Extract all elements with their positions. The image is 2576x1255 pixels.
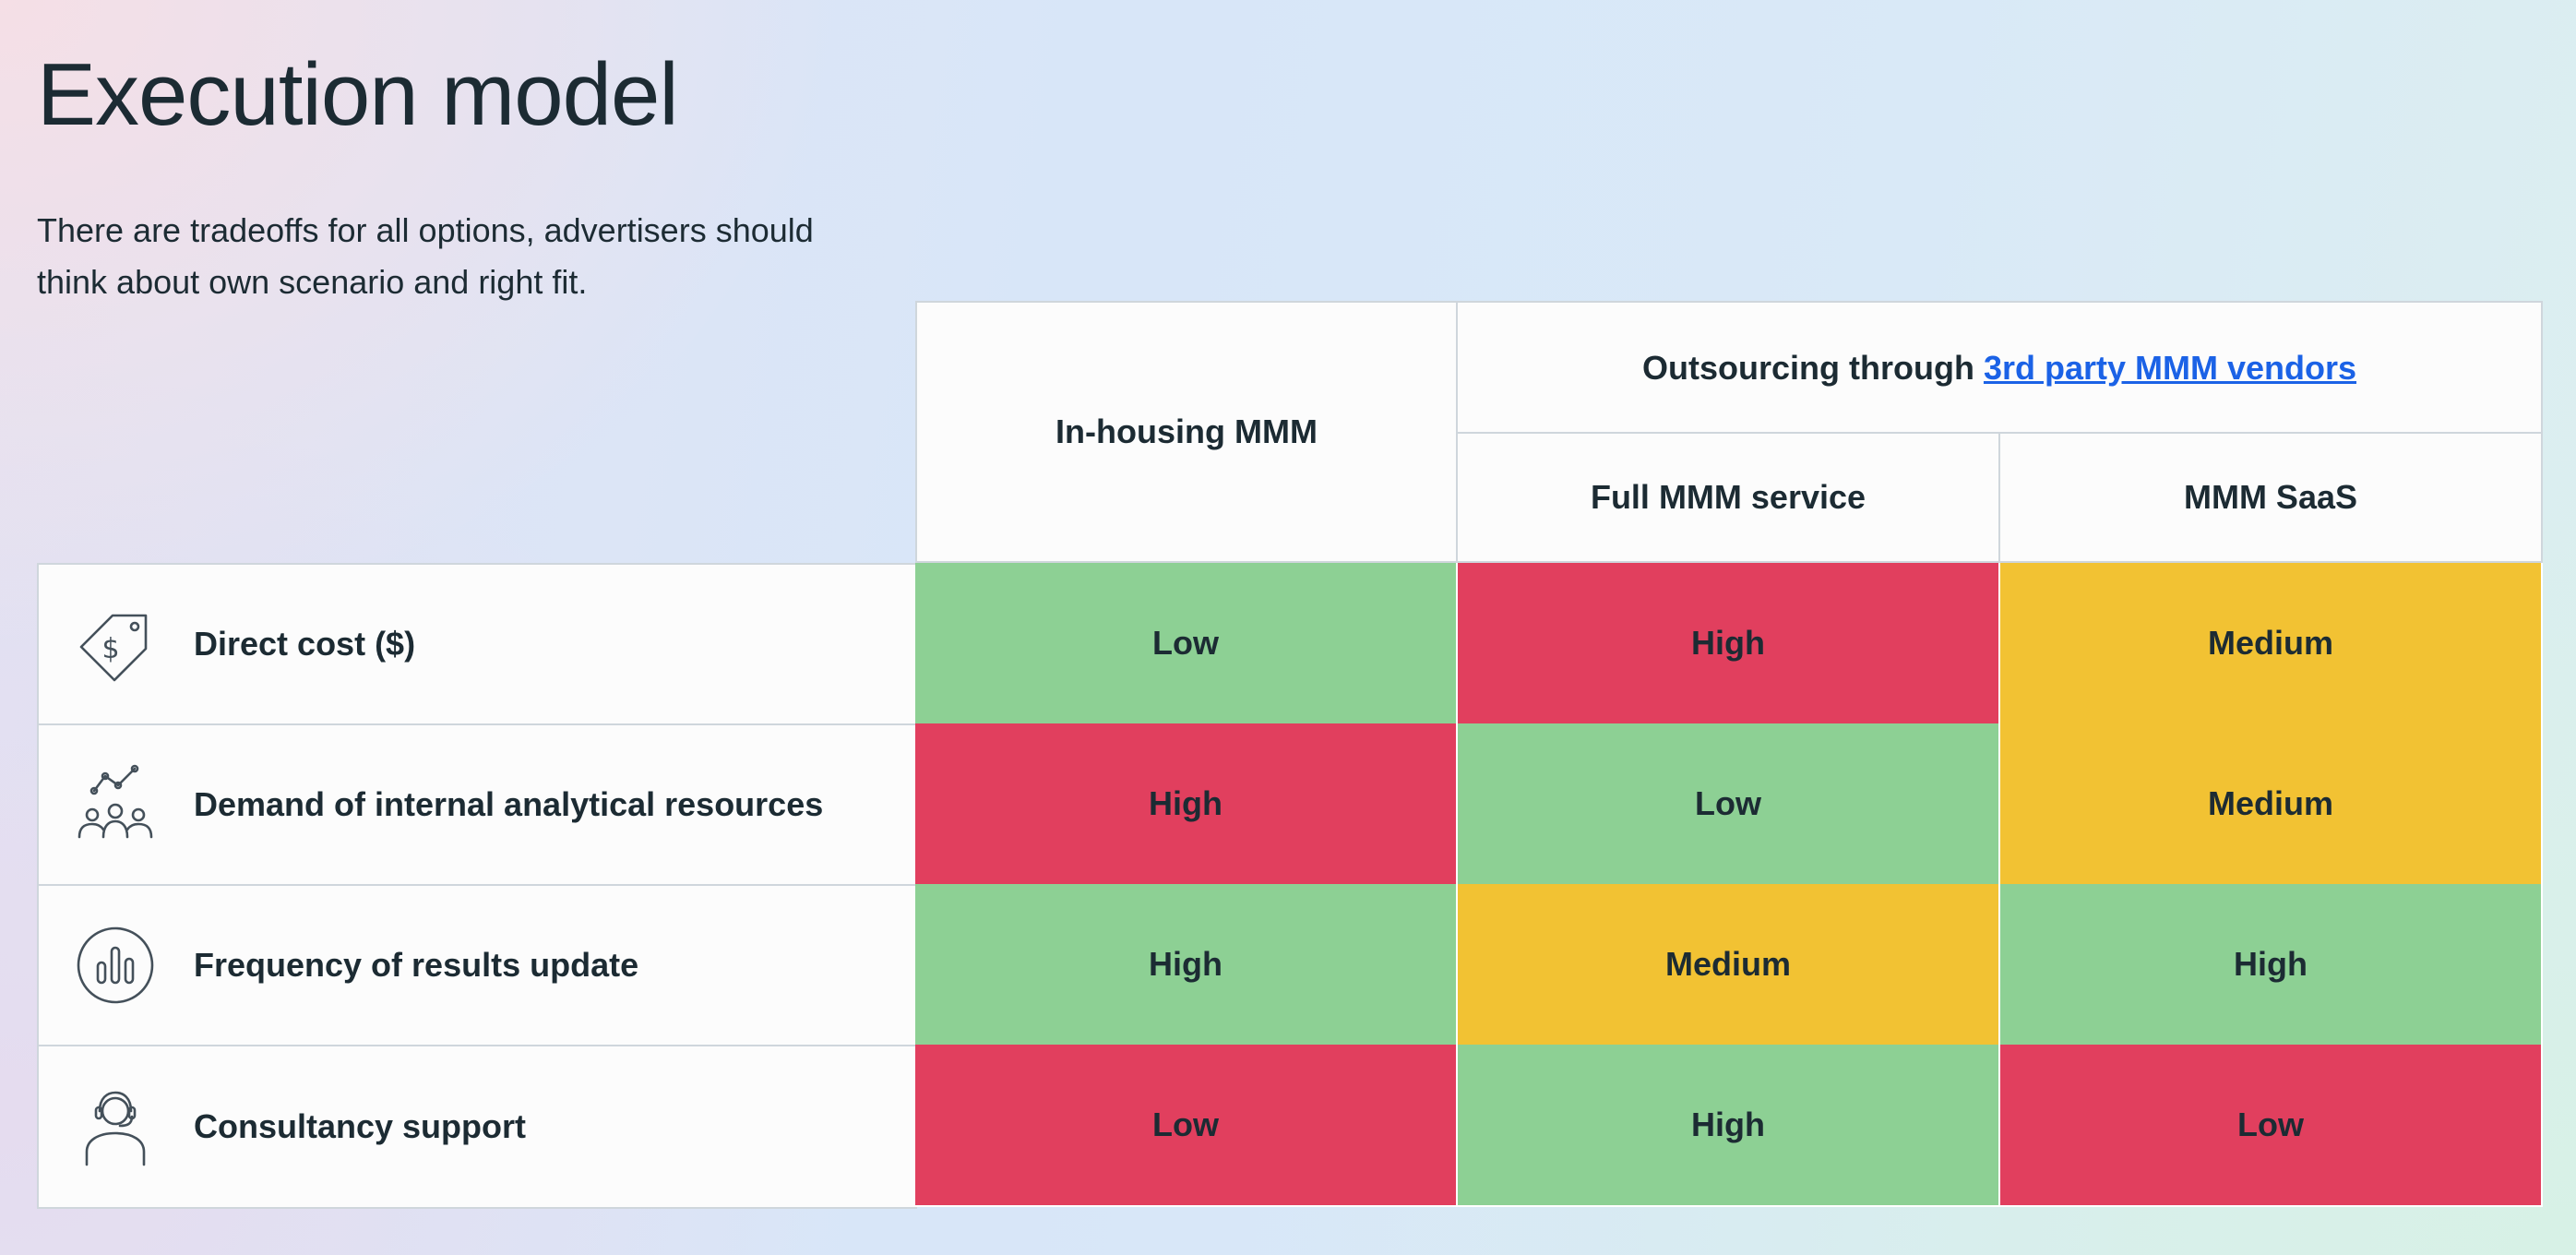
table-row-label: Demand of internal analytical resources bbox=[37, 723, 917, 886]
cell-row2-inhousing: High bbox=[915, 723, 1458, 886]
team-analytics-icon bbox=[78, 764, 153, 839]
table-row-label: Frequency of results update bbox=[37, 884, 917, 1046]
cell-value: High bbox=[1691, 624, 1765, 662]
cell-value: High bbox=[2234, 945, 2308, 983]
row-label-text: Direct cost ($) bbox=[194, 625, 416, 663]
cell-row2-saas: Medium bbox=[2000, 723, 2543, 886]
row-label-text: Frequency of results update bbox=[194, 946, 639, 984]
bar-chart-circle-icon bbox=[77, 926, 154, 1004]
cell-row2-full-service: Low bbox=[1458, 723, 2000, 886]
svg-text:$: $ bbox=[101, 633, 119, 665]
page-title: Execution model bbox=[37, 45, 679, 144]
table-row-label: $ Direct cost ($) bbox=[37, 563, 917, 725]
cell-value: High bbox=[1149, 784, 1222, 822]
header-full-service-label: Full MMM service bbox=[1590, 478, 1866, 516]
header-inhousing: In-housing MMM bbox=[915, 301, 1458, 563]
header-full-service: Full MMM service bbox=[1456, 432, 2000, 563]
vendors-link[interactable]: 3rd party MMM vendors bbox=[1983, 348, 2357, 387]
header-outsourcing-prefix: Outsourcing through bbox=[1641, 348, 1984, 387]
page-subtitle: There are tradeoffs for all options, adv… bbox=[37, 211, 814, 301]
cell-value: Medium bbox=[1664, 945, 1791, 983]
cell-row4-inhousing: Low bbox=[915, 1045, 1458, 1207]
headset-person-icon bbox=[85, 1091, 146, 1166]
cell-value: Low bbox=[1152, 624, 1219, 662]
cell-row1-inhousing: Low bbox=[915, 563, 1458, 725]
cell-value: Medium bbox=[2207, 784, 2333, 822]
cell-row1-full-service: High bbox=[1458, 563, 2000, 725]
cell-value: Low bbox=[1695, 784, 1761, 822]
row-label-text: Consultancy support bbox=[194, 1107, 527, 1145]
cell-value: Low bbox=[2237, 1106, 2304, 1143]
header-inhousing-label: In-housing MMM bbox=[1055, 412, 1318, 450]
cell-row3-full-service: Medium bbox=[1458, 884, 2000, 1046]
header-saas-label: MMM SaaS bbox=[2183, 478, 2358, 516]
cell-row4-saas: Low bbox=[2000, 1045, 2543, 1207]
row-label-text: Demand of internal analytical resources bbox=[194, 785, 824, 823]
table-row-label: Consultancy support bbox=[37, 1045, 917, 1209]
cell-row3-inhousing: High bbox=[915, 884, 1458, 1046]
cell-value: High bbox=[1149, 945, 1222, 983]
cell-row3-saas: High bbox=[2000, 884, 2543, 1046]
cell-row1-saas: Medium bbox=[2000, 563, 2543, 725]
cell-row4-full-service: High bbox=[1458, 1045, 2000, 1207]
price-tag-icon: $ bbox=[79, 614, 148, 682]
cell-value: Low bbox=[1152, 1106, 1219, 1143]
header-saas: MMM SaaS bbox=[1998, 432, 2543, 563]
cell-value: Medium bbox=[2207, 624, 2333, 662]
header-outsourcing-label: Outsourcing through 3rd party MMM vendor… bbox=[1642, 349, 2356, 388]
header-outsourcing: Outsourcing through 3rd party MMM vendor… bbox=[1456, 301, 2543, 435]
cell-value: High bbox=[1691, 1106, 1765, 1143]
